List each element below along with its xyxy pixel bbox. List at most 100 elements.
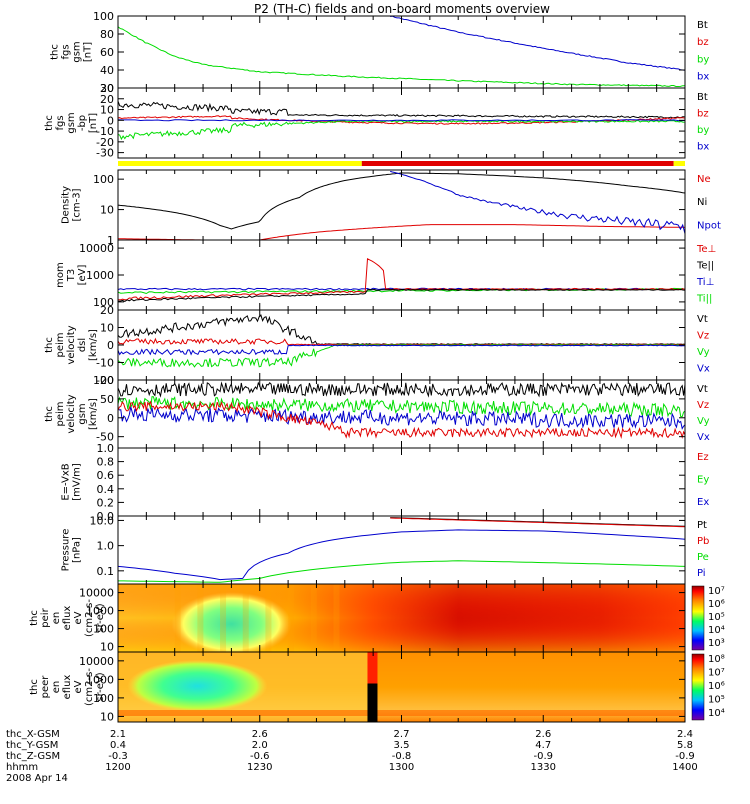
y-tick-label-p1: 100 <box>93 10 114 23</box>
y-axis-title-p5: [km/s] <box>88 329 99 361</box>
y-tick-label-p5: -10 <box>96 357 114 370</box>
y-axis-title-p8: Pressure <box>61 529 72 572</box>
legend-entry-p8: Pb <box>697 536 709 547</box>
y-tick-label-p4: 100 <box>93 296 114 309</box>
plot-title: P2 (TH-C) fields and on-board moments ov… <box>254 2 550 16</box>
y-tick-label-p10: 100 <box>93 692 114 705</box>
legend-entry-p2: bz <box>697 109 709 120</box>
ion-spectrogram-blob <box>171 592 292 656</box>
colorbar-label-p10: 10⁶ <box>708 681 725 692</box>
legend-entry-p7: Ex <box>697 497 709 508</box>
x-axis-value: 1230 <box>247 762 272 773</box>
x-axis-value: 2.7 <box>394 729 410 740</box>
electron-spectrogram-blob <box>127 660 268 712</box>
y-tick-label-p5: 0 <box>107 339 114 352</box>
flag-segment-yellow <box>118 161 362 166</box>
y-axis-title-p10: peer <box>40 675 51 699</box>
ion-spectrogram-stripe <box>265 584 272 652</box>
y-tick-label-p4: 1000 <box>86 269 114 282</box>
x-axis-row-label: thc_X-GSM <box>6 729 60 740</box>
y-axis-title-p10: (cm2-s- <box>84 668 95 706</box>
y-axis-title-p2: thc <box>44 115 55 131</box>
y-axis-title-p9: sr-eV) <box>95 603 106 632</box>
y-tick-label-p2: 0 <box>107 114 114 127</box>
legend-entry-p1: bx <box>697 71 709 82</box>
panel-frame-p3 <box>117 169 686 241</box>
y-tick-label-p5: 10 <box>100 322 114 335</box>
series-line-Te-perp <box>118 258 686 301</box>
y-tick-label-p2: 20 <box>100 93 114 106</box>
legend-entry-p4: Te⊥ <box>696 244 716 255</box>
series-line-Bt <box>117 101 685 119</box>
y-tick-label-p5: -20 <box>96 374 114 387</box>
ion-spectrogram-stripe <box>242 584 249 652</box>
flag-segment-red <box>361 161 674 166</box>
y-tick-label-p1: 80 <box>100 28 114 41</box>
legend-entry-p2: Bt <box>697 92 708 103</box>
panel-frame-p2 <box>117 87 686 159</box>
legend-entry-p3: Ne <box>697 174 711 185</box>
y-tick-label-p7: 0.0 <box>97 510 115 523</box>
y-axis-title-p3: Density <box>61 186 72 224</box>
series-line-Npot <box>390 170 686 234</box>
panel-frame-p7 <box>117 447 686 517</box>
x-axis-value: -0.3 <box>108 751 128 762</box>
y-tick-label-p6: 100 <box>93 374 114 387</box>
colorbar-label-p9: 10³ <box>708 638 725 649</box>
x-axis-value: 2.4 <box>677 729 693 740</box>
y-tick-label-p3: 10 <box>100 204 114 217</box>
y-axis-title-p9: (cm2-s- <box>84 599 95 637</box>
legend-entry-p6: Vy <box>697 416 710 427</box>
x-axis-value: -0.9 <box>675 751 695 762</box>
x-axis-value: 1400 <box>672 762 697 773</box>
series-line-Vt <box>117 314 685 346</box>
x-axis-value: -0.6 <box>250 751 270 762</box>
x-axis-row-label: hhmm <box>6 762 38 773</box>
legend-entry-p1: by <box>697 54 709 65</box>
legend-entry-p4: Ti⊥ <box>696 277 714 288</box>
y-axis-title-p2: gsm <box>66 112 77 133</box>
series-line-Ni <box>117 172 686 230</box>
flag-segment-yellow <box>673 161 685 166</box>
series-line-Vy <box>117 344 685 368</box>
y-axis-title-p2: fgs <box>55 115 66 130</box>
legend-entry-p6: Vx <box>697 432 710 443</box>
y-tick-label-p6: 0 <box>107 412 114 425</box>
series-line-Pi <box>117 529 686 581</box>
x-axis-value: 2.6 <box>252 729 268 740</box>
y-tick-label-p4: 10000 <box>79 242 114 255</box>
y-tick-label-p3: 100 <box>93 173 114 186</box>
series-line-Pe <box>118 560 686 583</box>
y-tick-label-p9: 1000 <box>86 605 114 618</box>
colorbar-label-p9: 10⁴ <box>708 625 725 636</box>
y-tick-label-p3: 1 <box>107 234 114 247</box>
legend-entry-p6: Vz <box>697 400 709 411</box>
legend-entry-p6: Vt <box>697 384 708 395</box>
series-line-bx <box>117 119 686 122</box>
legend-entry-p5: Vt <box>697 314 708 325</box>
legend-entry-p4: Te|| <box>696 261 714 272</box>
x-axis-value: 1300 <box>389 762 414 773</box>
y-tick-label-p9: 100 <box>93 623 114 636</box>
date-label: 2008 Apr 14 <box>6 773 68 784</box>
colorbar-p9 <box>691 585 705 651</box>
y-axis-title-p9: en <box>51 612 62 625</box>
x-axis-value: 3.5 <box>394 740 410 751</box>
x-axis-value: 1330 <box>531 762 556 773</box>
y-axis-title-p6: peim <box>55 401 66 426</box>
y-axis-title-p3: [cm-3] <box>72 188 83 221</box>
legend-entry-p4: Ti|| <box>696 294 712 305</box>
series-line-Vt <box>117 381 686 398</box>
y-axis-title-p10: eV <box>73 680 84 693</box>
legend-entry-p3: Npot <box>697 220 721 231</box>
legend-entry-p2: bx <box>697 142 709 153</box>
colorbar-label-p9: 10⁵ <box>708 612 725 623</box>
x-axis-value: 1200 <box>105 762 130 773</box>
ion-spectrogram-stripe <box>310 584 317 652</box>
x-axis-value: 5.8 <box>677 740 693 751</box>
y-tick-label-p10: 10 <box>100 710 114 723</box>
y-axis-title-p2: [nT] <box>88 113 99 133</box>
ion-spectrogram-stripe <box>333 584 340 652</box>
y-axis-title-p4: [eV] <box>77 265 88 286</box>
